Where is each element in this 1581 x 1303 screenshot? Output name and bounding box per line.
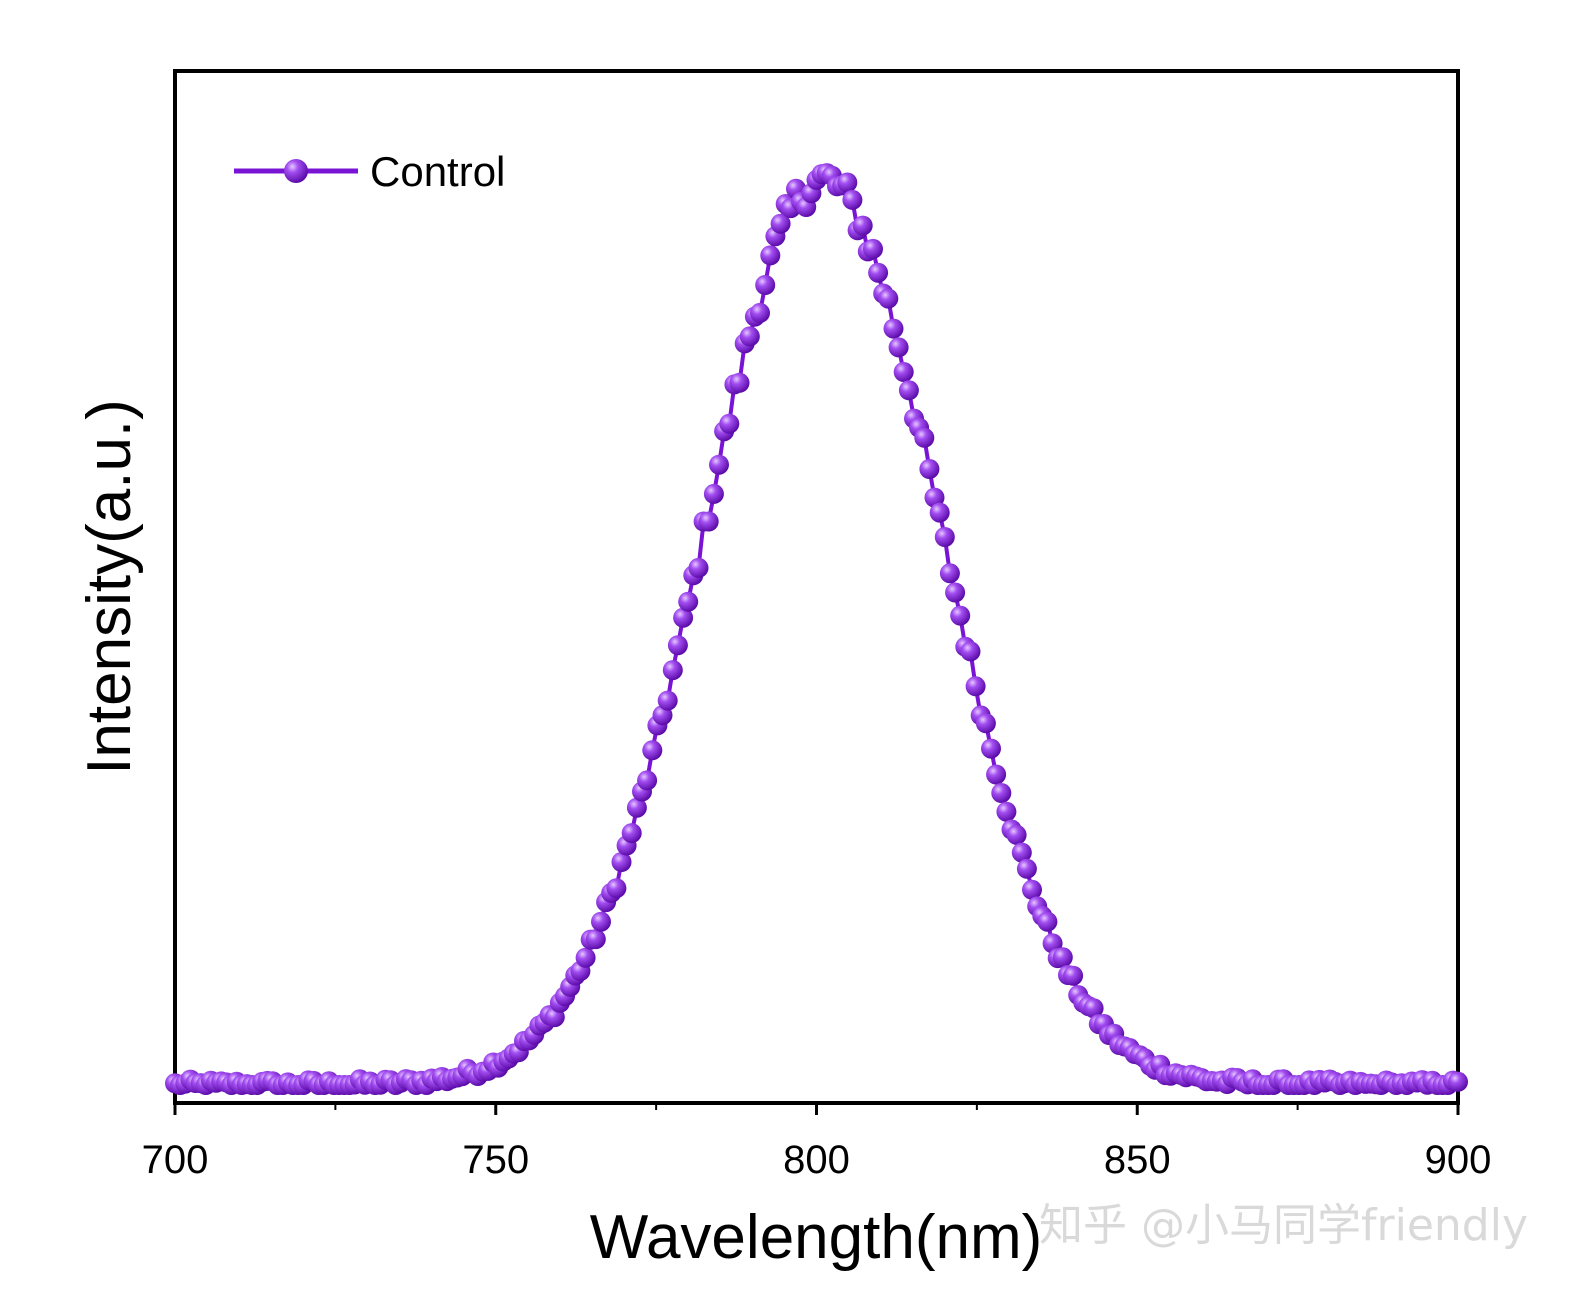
x-tick-label: 850: [1104, 1138, 1171, 1182]
data-point: [678, 591, 699, 612]
data-point: [996, 801, 1017, 822]
data-point: [1022, 879, 1042, 900]
data-point: [760, 245, 781, 266]
data-point: [919, 459, 940, 479]
data-point: [662, 660, 683, 681]
data-point: [863, 238, 883, 259]
data-point: [673, 607, 694, 628]
data-point: [667, 635, 688, 656]
legend-label: Control: [370, 148, 505, 195]
data-point: [893, 362, 914, 382]
data-point: [929, 502, 950, 523]
data-point: [991, 783, 1012, 803]
data-point: [606, 878, 627, 899]
data-point: [688, 557, 709, 578]
data-point: [842, 189, 863, 210]
data-point: [585, 929, 606, 950]
series-line: [174, 171, 1459, 1088]
data-point: [837, 172, 858, 193]
data-point: [698, 511, 719, 532]
data-point: [868, 262, 889, 283]
x-tick-label: 700: [142, 1138, 209, 1182]
x-axis-title: Wavelength(nm): [590, 1203, 1043, 1272]
data-point: [981, 738, 1001, 759]
data-point: [878, 288, 899, 309]
legend-marker: [284, 159, 308, 183]
data-point: [945, 582, 966, 603]
x-axis: 700 750 800 850 900: [142, 1103, 1492, 1182]
data-point: [626, 797, 647, 818]
data-point: [960, 641, 981, 662]
data-point: [914, 427, 935, 448]
series-control: [165, 163, 1468, 1095]
data-point: [986, 764, 1007, 785]
data-point: [621, 823, 642, 844]
data-point: [642, 740, 663, 761]
data-point: [1016, 858, 1037, 879]
data-point: [1037, 911, 1058, 932]
x-tick-label: 800: [783, 1138, 850, 1182]
data-point: [898, 380, 919, 401]
data-point: [1448, 1071, 1468, 1092]
data-point: [575, 947, 596, 968]
data-point: [709, 454, 729, 475]
data-point: [719, 413, 740, 434]
data-point: [888, 337, 909, 358]
data-point: [1006, 824, 1027, 845]
data-point: [750, 302, 770, 323]
watermark: 知乎 @小马同学friendly: [1039, 1200, 1528, 1251]
y-axis-title: Intensity(a.u.): [75, 399, 144, 775]
data-point: [739, 326, 760, 347]
data-point: [1083, 998, 1104, 1019]
data-point: [975, 713, 996, 734]
x-tick-label: 750: [462, 1138, 529, 1182]
data-point: [637, 770, 658, 791]
data-point: [1052, 947, 1073, 968]
data-point: [657, 690, 678, 711]
data-point: [1063, 965, 1084, 986]
x-tick-label: 900: [1425, 1138, 1492, 1182]
data-point: [924, 487, 945, 508]
data-point: [934, 527, 955, 547]
data-point: [591, 911, 611, 932]
data-point: [729, 372, 750, 393]
data-point: [965, 676, 986, 697]
data-point: [755, 275, 776, 295]
data-point: [703, 483, 724, 504]
data-point: [1011, 842, 1032, 863]
legend: Control: [234, 148, 505, 195]
data-point: [883, 318, 904, 339]
data-point: [611, 852, 632, 872]
plot-frame: [173, 69, 1460, 1105]
data-point: [852, 215, 873, 236]
data-point: [770, 213, 791, 234]
data-point: [939, 563, 960, 584]
data-point: [950, 605, 971, 626]
